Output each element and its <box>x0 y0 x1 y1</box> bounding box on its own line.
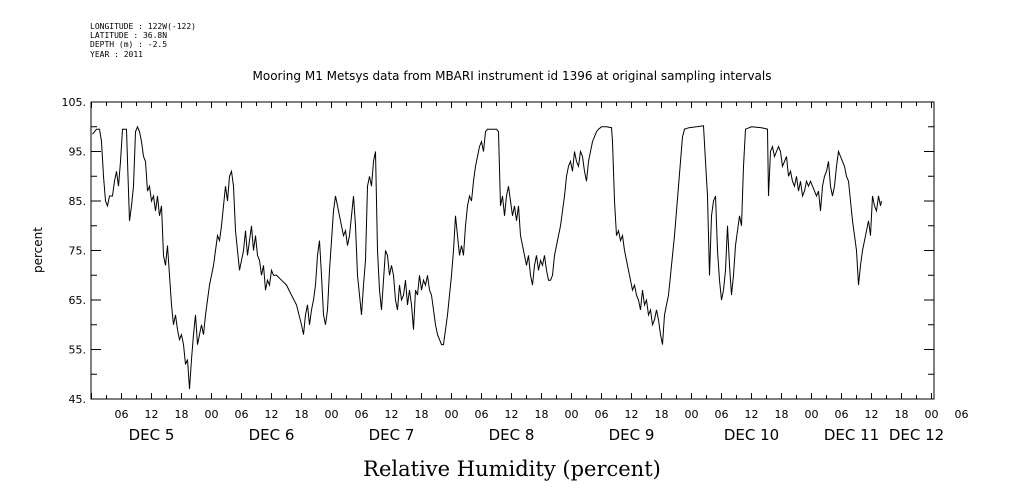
x-tick-label: 18 <box>655 408 669 421</box>
x-tick-label: 06 <box>595 408 609 421</box>
y-tick-label: 45. <box>69 393 87 406</box>
x-tick-label: 18 <box>775 408 789 421</box>
x-tick-label: 18 <box>895 408 909 421</box>
y-axis-label: percent <box>31 227 45 273</box>
y-tick-label: 85. <box>69 195 87 208</box>
day-label: DEC 12 <box>889 426 944 444</box>
x-tick-label: 12 <box>385 408 399 421</box>
x-tick-label: 00 <box>805 408 819 421</box>
location-metadata: LONGITUDE : 122W(-122) LATITUDE : 36.8N … <box>90 22 196 59</box>
year-text: YEAR : 2011 <box>90 49 143 59</box>
depth-text: DEPTH (m) : -2.5 <box>90 40 168 50</box>
x-tick-label: 06 <box>955 408 969 421</box>
x-tick-label: 06 <box>115 408 129 421</box>
x-tick-label: 12 <box>745 408 759 421</box>
x-tick-label: 06 <box>475 408 489 421</box>
x-tick-label: 18 <box>535 408 549 421</box>
x-tick-label: 06 <box>835 408 849 421</box>
day-label: DEC 5 <box>129 426 175 444</box>
day-labels: DEC 5 DEC 6 DEC 7 DEC 8 DEC 9 DEC 10 DEC 11 DEC… <box>129 426 945 444</box>
y-tick-label: 65. <box>69 294 87 307</box>
x-tick-label: 00 <box>325 408 339 421</box>
x-tick-label: 06 <box>355 408 369 421</box>
y-tick-labels: 45. 55. 65. 75. 85. 95. 105. <box>62 96 87 406</box>
x-tick-label: 18 <box>295 408 309 421</box>
plot-frame <box>90 101 935 400</box>
latitude-text: LATITUDE : 36.8N <box>90 31 168 41</box>
axis-ticks <box>91 101 934 400</box>
chart-title: Mooring M1 Metsys data from MBARI instru… <box>253 69 772 83</box>
x-tick-label: 18 <box>415 408 429 421</box>
x-tick-label: 12 <box>625 408 639 421</box>
x-axis-label: Relative Humidity (percent) <box>363 457 661 481</box>
x-tick-label: 06 <box>715 408 729 421</box>
humidity-series-line <box>92 125 882 390</box>
x-tick-label: 00 <box>925 408 939 421</box>
x-tick-label: 06 <box>235 408 249 421</box>
x-tick-label: 00 <box>565 408 579 421</box>
day-label: DEC 7 <box>369 426 415 444</box>
x-tick-label: 12 <box>505 408 519 421</box>
x-tick-label: 12 <box>265 408 279 421</box>
x-tick-label: 00 <box>205 408 219 421</box>
day-label: DEC 8 <box>489 426 535 444</box>
x-tick-label: 18 <box>175 408 189 421</box>
y-tick-label: 55. <box>69 344 87 357</box>
y-tick-label: 75. <box>69 245 87 258</box>
day-label: DEC 6 <box>249 426 295 444</box>
y-tick-label: 105. <box>62 96 87 109</box>
x-tick-label: 12 <box>145 408 159 421</box>
day-label: DEC 10 <box>724 426 779 444</box>
longitude-text: LONGITUDE : 122W(-122) <box>90 22 196 31</box>
x-tick-label: 00 <box>685 408 699 421</box>
y-tick-label: 95. <box>69 146 87 159</box>
day-label: DEC 9 <box>609 426 655 444</box>
day-label: DEC 11 <box>824 426 879 444</box>
x-tick-label: 00 <box>445 408 459 421</box>
x-tick-labels: 06 12 18 00 06 12 18 00 06 12 18 00 06 12 18 00 06 12 18 00… <box>115 408 969 421</box>
x-tick-label: 12 <box>865 408 879 421</box>
